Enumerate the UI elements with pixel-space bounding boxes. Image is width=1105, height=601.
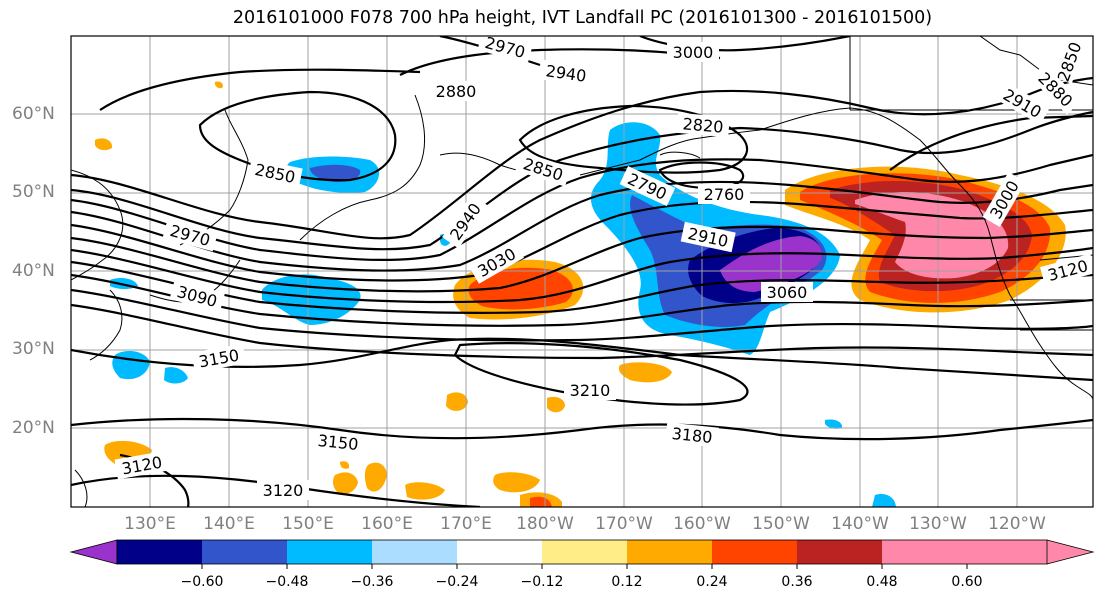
colorbar-tick-label: −0.48	[265, 574, 309, 590]
contour-label: 2850	[521, 154, 566, 185]
lon-label: 170°W	[595, 514, 653, 534]
contour-label: 3000	[673, 43, 714, 62]
colorbar-extend-high	[882, 540, 1093, 564]
colorbar-tick-label: −0.60	[180, 574, 224, 590]
lon-label: 150°W	[752, 514, 810, 534]
lon-label: 150°E	[282, 514, 334, 534]
lon-label: 130°W	[909, 514, 967, 534]
lat-label: 40°N	[12, 261, 55, 281]
contour-label: 3210	[570, 381, 611, 400]
lon-label: 140°E	[203, 514, 255, 534]
colorbar-bin	[627, 540, 712, 564]
colorbar-tick-label: 0.60	[951, 574, 983, 590]
colorbar-tick-label: 0.12	[611, 574, 643, 590]
contour-label: 3150	[317, 431, 359, 454]
map-frame	[70, 35, 1094, 508]
colorbar-tick-label: −0.12	[520, 574, 564, 590]
lat-label: 60°N	[12, 104, 55, 124]
colorbar-bin	[287, 540, 372, 564]
contour-label: 3120	[263, 481, 304, 500]
negative-anomaly-purple	[720, 236, 822, 292]
colorbar-bin	[372, 540, 457, 564]
contour-label: 3180	[671, 424, 713, 447]
colorbar-tick-label: 0.24	[696, 574, 728, 590]
contour-label: 2760	[704, 185, 745, 204]
ivt-shading	[95, 81, 1066, 507]
positive-anomaly-pink	[855, 191, 1009, 279]
contour-label: 3060	[767, 283, 808, 302]
colorbar	[69, 539, 1095, 569]
lat-label: 50°N	[12, 182, 55, 202]
height-contours	[71, 36, 1093, 507]
colorbar-tick-label: −0.36	[350, 574, 394, 590]
lon-label: 160°W	[673, 514, 731, 534]
lon-label: 130°E	[124, 514, 176, 534]
colorbar-bin	[712, 540, 797, 564]
colorbar-tick-label: −0.24	[435, 574, 479, 590]
lon-label: 140°W	[831, 514, 889, 534]
lat-label: 30°N	[12, 339, 55, 359]
lon-label: 160°E	[361, 514, 413, 534]
contour-label: 2880	[436, 82, 477, 101]
lon-label: 170°E	[440, 514, 492, 534]
contour-label: 2820	[682, 114, 724, 136]
colorbar-bin	[202, 540, 287, 564]
contour-label: 2970	[483, 33, 527, 62]
colorbar-tick-label: 0.48	[866, 574, 898, 590]
contour-label: 2940	[545, 61, 588, 85]
contour-label: 2850	[1054, 39, 1086, 84]
map-title: 2016101000 F078 700 hPa height, IVT Land…	[232, 8, 933, 28]
lon-label: 120°W	[988, 514, 1046, 534]
colorbar-bin	[117, 540, 202, 564]
colorbar-extend-low	[69, 539, 118, 565]
lat-label: 20°N	[12, 418, 55, 438]
contour-label: 3090	[175, 282, 219, 311]
colorbar-bin	[542, 540, 627, 564]
colorbar-bin	[797, 540, 882, 564]
lon-label: 180°W	[516, 514, 574, 534]
colorbar-tick-label: 0.36	[781, 574, 813, 590]
colorbar-bin	[457, 540, 542, 564]
